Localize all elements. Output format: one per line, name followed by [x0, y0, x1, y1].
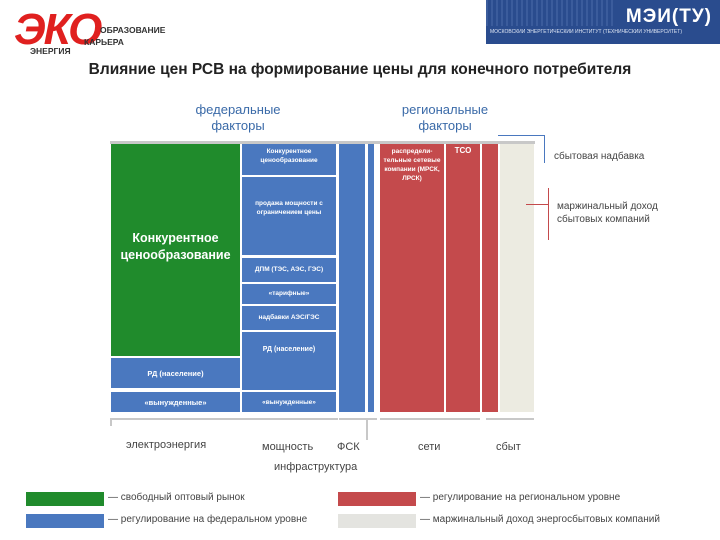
rd-population-energy-block: РД (население) [111, 358, 240, 388]
sales-markup-label: сбытовая надбавка [554, 151, 645, 162]
energy-label: электроэнергия [126, 439, 207, 451]
legend-free-market-swatch [26, 492, 104, 506]
mei-logo-subtitle: МОСКОВСКИЙ ЭНЕРГЕТИЧЕСКИЙ ИНСТИТУТ (ТЕХН… [490, 29, 682, 35]
marginal-income-block [500, 144, 534, 412]
eko-logo-line-2: КАРЬЕРА [84, 37, 124, 47]
legend-regional-swatch [338, 492, 416, 506]
legend-federal-label: — регулирование на федеральном уровне [108, 514, 308, 525]
networks-label: сети [418, 441, 441, 453]
eko-logo-line-1: ОБРАЗОВАНИЕ [100, 25, 166, 35]
competitive-pricing-capacity-label: Конкурентное ценообразование [260, 148, 318, 164]
forced-energy-block: «вынужденные» [111, 392, 240, 412]
dpm-block: ДПМ (ТЭС, АЭС, ГЭС) [242, 258, 336, 282]
capacity-label: мощность [262, 441, 314, 453]
regional-factors-header: региональные факторы [401, 102, 489, 133]
surcharge-label: надбавки АЭС/ГЭС [258, 314, 320, 321]
legend-marginal-label: — маржинальный доход энергосбытовых комп… [420, 514, 660, 525]
mei-logo-title: МЭИ(ТУ) [625, 6, 712, 27]
competitive-pricing-capacity-block: Конкурентное ценообразование [242, 144, 336, 175]
competitive-pricing-energy-block: Конкурентное ценообразование [111, 144, 240, 356]
marginal-income-bracket [548, 188, 549, 240]
slide-title: Влияние цен РСВ на формирование цены для… [88, 61, 632, 78]
tso-label: ТСО [454, 146, 472, 155]
sales-label: сбыт [496, 441, 521, 453]
fsk-block [339, 144, 365, 412]
capacity-limited-price-block: продажа мощности с ограничением цены [242, 177, 336, 255]
marginal-income-pointer [526, 204, 548, 205]
capacity-brace [242, 418, 338, 420]
tariff-label: «тарифные» [268, 290, 310, 297]
eko-logo-line-3: ЭНЕРГИЯ [30, 46, 71, 56]
eko-logo: ЭКО ОБРАЗОВАНИЕ КАРЬЕРА ЭНЕРГИЯ [6, 4, 176, 57]
federal-factors-header: федеральные факторы [195, 102, 281, 133]
legend-marginal-swatch [338, 514, 416, 528]
regional-extra-block [482, 144, 498, 412]
mei-logo: МЭИ(ТУ) МОСКОВСКИЙ ЭНЕРГЕТИЧЕСКИЙ ИНСТИТ… [486, 0, 720, 44]
surcharge-block: надбавки АЭС/ГЭС [242, 306, 336, 330]
tariff-block: «тарифные» [242, 284, 336, 304]
energy-brace [110, 418, 242, 420]
legend-free-market-label: — свободный оптовый рынок [108, 492, 245, 503]
infrastructure-label: инфраструктура [274, 461, 358, 473]
energy-brace-left [110, 418, 112, 426]
sales-markup-bracket-top [498, 135, 544, 136]
tso-block: ТСО [446, 144, 480, 412]
top-divider [110, 141, 535, 144]
legend-regional-label: — регулирование на региональном уровне [420, 492, 621, 503]
rd-population-energy-label: РД (население) [147, 369, 204, 378]
mei-logo-pattern [486, 0, 616, 26]
marginal-income-label: маржинальный доход сбытовых компаний [557, 201, 658, 225]
forced-energy-label: «вынужденные» [144, 398, 207, 407]
sales-brace [486, 418, 534, 420]
fsk-label: ФСК [337, 441, 360, 453]
rd-population-capacity-label: РД (население) [262, 346, 316, 353]
distribution-companies-label: распредели-тельные сетевые компании (МРС… [383, 148, 441, 182]
networks-brace [380, 418, 480, 420]
forced-capacity-label: «вынужденные» [262, 399, 316, 406]
eko-logo-mark: ЭКО [14, 5, 102, 54]
infrastructure-brace-stem [366, 418, 368, 440]
legend-federal-swatch [26, 514, 104, 528]
sales-markup-bracket-side [544, 135, 545, 163]
capacity-limited-price-label: продажа мощности с ограничением цены [255, 200, 323, 216]
fsk-brace [339, 418, 377, 420]
dpm-label: ДПМ (ТЭС, АЭС, ГЭС) [254, 266, 324, 273]
forced-capacity-block: «вынужденные» [242, 392, 336, 412]
competitive-pricing-energy-label: Конкурентное ценообразование [120, 231, 231, 262]
rd-population-capacity-block: РД (население) [242, 332, 336, 390]
distribution-companies-block: распредели-тельные сетевые компании (МРС… [380, 144, 444, 412]
fsk-narrow-block [368, 144, 374, 412]
